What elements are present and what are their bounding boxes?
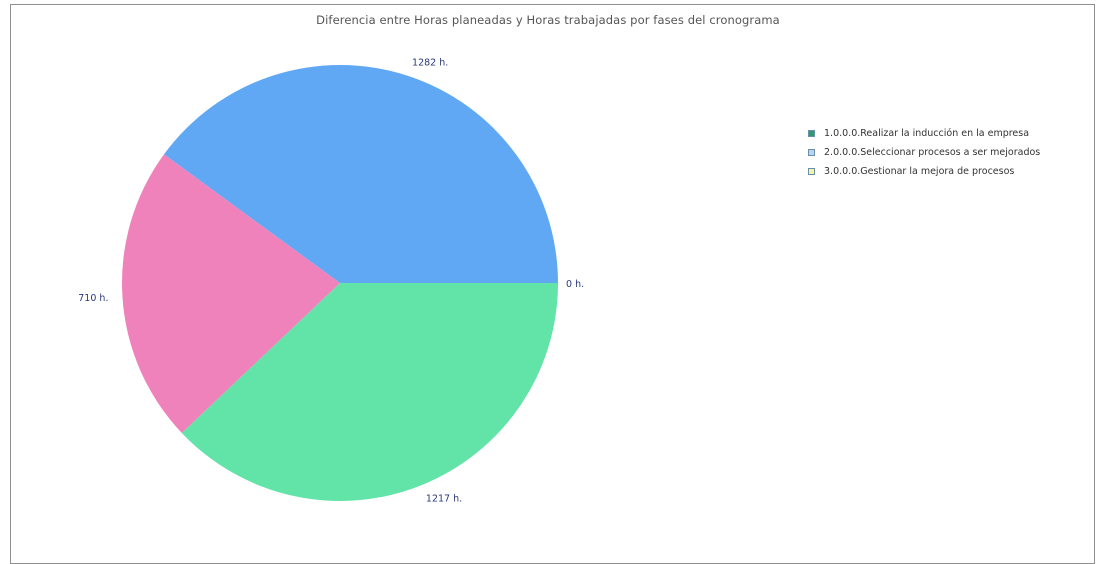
legend: 1.0.0.0.Realizar la inducción en la empr… bbox=[808, 124, 1040, 181]
zero-value-label: 0 h. bbox=[566, 279, 584, 290]
legend-swatch bbox=[808, 149, 815, 156]
legend-swatch bbox=[808, 130, 815, 137]
legend-label: 2.0.0.0.Seleccionar procesos a ser mejor… bbox=[824, 147, 1041, 158]
pie-slice bbox=[122, 154, 340, 433]
slice-value-label: 1217 h. bbox=[426, 494, 462, 505]
legend-label: 1.0.0.0.Realizar la inducción en la empr… bbox=[824, 128, 1030, 139]
pie-slice bbox=[181, 283, 558, 501]
top-strip bbox=[0, 0, 1096, 5]
chart-title: Diferencia entre Horas planeadas y Horas… bbox=[316, 13, 780, 27]
legend-item: 2.0.0.0.Seleccionar procesos a ser mejor… bbox=[808, 143, 1040, 162]
legend-item: 3.0.0.0.Gestionar la mejora de procesos bbox=[808, 162, 1040, 181]
slice-value-label: 1282 h. bbox=[412, 57, 448, 68]
pie-chart: 1217 h. 710 h. 1282 h. 0 h. bbox=[78, 57, 584, 505]
slice-value-label: 710 h. bbox=[78, 293, 108, 304]
legend-swatch bbox=[808, 168, 815, 175]
legend-item: 1.0.0.0.Realizar la inducción en la empr… bbox=[808, 124, 1040, 143]
pie-slice bbox=[164, 64, 558, 283]
legend-label: 3.0.0.0.Gestionar la mejora de procesos bbox=[824, 166, 1015, 177]
